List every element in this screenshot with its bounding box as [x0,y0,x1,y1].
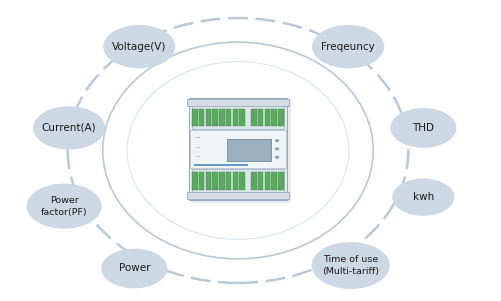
FancyBboxPatch shape [226,138,271,161]
FancyBboxPatch shape [251,109,257,126]
FancyBboxPatch shape [205,109,211,126]
Text: Freqeuncy: Freqeuncy [321,42,375,52]
FancyBboxPatch shape [186,192,289,199]
FancyBboxPatch shape [226,172,231,190]
Circle shape [390,108,456,148]
FancyBboxPatch shape [232,172,238,190]
FancyBboxPatch shape [232,109,238,126]
FancyBboxPatch shape [272,109,277,126]
FancyBboxPatch shape [258,109,264,126]
FancyBboxPatch shape [251,172,257,190]
FancyBboxPatch shape [190,130,286,168]
Text: THD: THD [412,123,434,133]
Text: kwh: kwh [413,192,434,202]
FancyBboxPatch shape [226,109,231,126]
Circle shape [276,156,279,158]
Circle shape [276,140,279,141]
FancyBboxPatch shape [205,172,211,190]
Circle shape [312,25,384,68]
FancyBboxPatch shape [278,109,284,126]
Text: Power
factor(PF): Power factor(PF) [41,196,88,217]
FancyBboxPatch shape [192,109,198,126]
FancyBboxPatch shape [219,172,224,190]
Circle shape [312,242,390,289]
FancyBboxPatch shape [191,106,284,129]
Text: —: — [195,154,200,159]
Circle shape [101,249,167,288]
Circle shape [276,148,279,150]
Circle shape [392,178,454,216]
Text: Voltage(V): Voltage(V) [112,42,166,52]
FancyBboxPatch shape [189,98,287,200]
Text: Power: Power [119,263,150,274]
Circle shape [103,25,175,68]
FancyBboxPatch shape [265,172,270,190]
FancyBboxPatch shape [219,109,224,126]
Text: —: — [195,145,200,150]
Text: Time of use
(Multi-tariff): Time of use (Multi-tariff) [322,255,379,276]
FancyBboxPatch shape [194,164,248,166]
FancyBboxPatch shape [239,109,245,126]
FancyBboxPatch shape [212,109,218,126]
FancyBboxPatch shape [265,109,270,126]
Circle shape [33,106,105,150]
FancyBboxPatch shape [186,99,289,106]
FancyBboxPatch shape [258,172,264,190]
FancyBboxPatch shape [239,172,245,190]
Circle shape [27,184,102,229]
FancyBboxPatch shape [191,169,284,192]
FancyBboxPatch shape [278,172,284,190]
FancyBboxPatch shape [272,172,277,190]
FancyBboxPatch shape [212,172,218,190]
FancyBboxPatch shape [193,100,291,203]
Text: Current(A): Current(A) [42,123,97,133]
FancyBboxPatch shape [199,172,204,190]
FancyBboxPatch shape [199,109,204,126]
FancyBboxPatch shape [192,172,198,190]
Text: —: — [195,135,200,141]
